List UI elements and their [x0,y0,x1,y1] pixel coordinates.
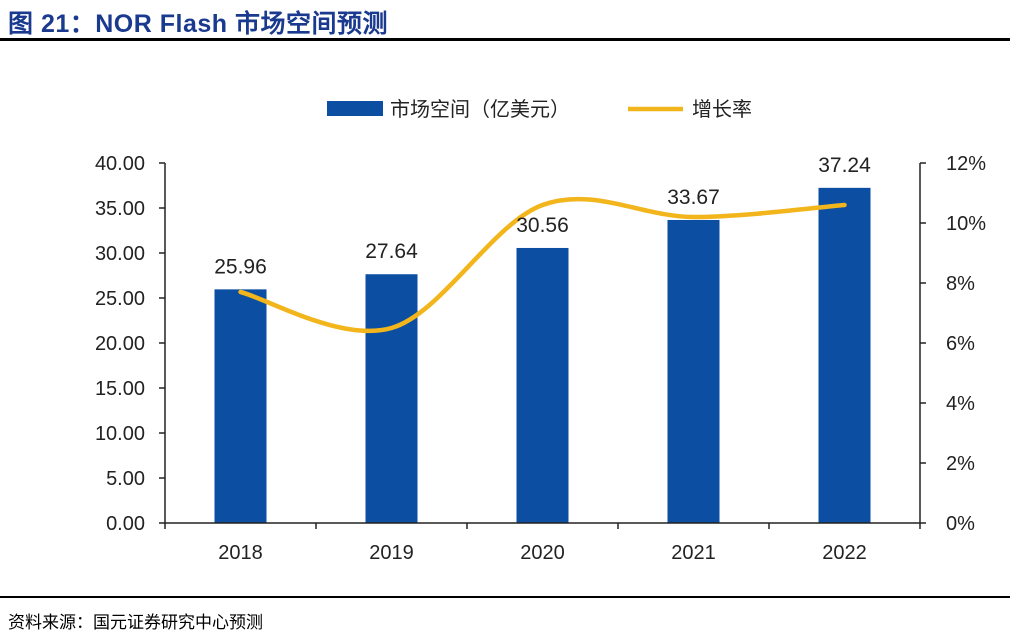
x-tick-label-2019: 2019 [369,542,414,564]
x-tick-label-2018: 2018 [218,542,263,564]
legend: 市场空间（亿美元） 增长率 [327,97,752,121]
y-left-tick-label: 0.00 [106,513,145,535]
y-left-tick-label: 20.00 [95,333,145,355]
y-left-tick-label: 10.00 [95,423,145,445]
legend-swatch-bar [327,101,383,116]
y-left-tick-label: 15.00 [95,378,145,400]
y-left-tick-label: 35.00 [95,198,145,220]
y-right-tick-label: 8% [946,273,975,295]
chart: 市场空间（亿美元） 增长率 0.00 5.00 10.00 15.00 20.00 25.0… [95,97,986,564]
source-note: 资料来源：国元证券研究中心预测 [8,613,263,633]
y-right-tick-label: 2% [946,453,975,475]
y-left-tick-label: 5.00 [106,468,145,490]
data-labels: 25.96 27.64 30.56 33.67 37.24 [214,154,871,279]
bar-2019 [365,274,418,523]
data-label-2019: 27.64 [365,240,418,263]
bar-2021 [667,219,720,523]
growth-rate-line [238,196,847,334]
data-label-2022: 37.24 [818,154,871,177]
bar-series [214,187,871,523]
y-right-tick-label: 12% [946,153,986,175]
figure-title: 图 21：NOR Flash 市场空间预测 [8,10,388,38]
y-left-tick-label: 40.00 [95,153,145,175]
data-label-2021: 33.67 [667,186,720,209]
axes: 0.00 5.00 10.00 15.00 20.00 25.00 30.00 35.00 40… [95,153,986,564]
x-tick-label-2022: 2022 [822,542,867,564]
legend-label-bar: 市场空间（亿美元） [390,97,570,121]
data-label-2020: 30.56 [516,214,569,237]
legend-label-line: 增长率 [692,97,752,121]
y-right-tick-label: 6% [946,333,975,355]
y-left-tick-label: 25.00 [95,288,145,310]
y-right-tick-label: 4% [946,393,975,415]
bar-2022 [818,187,871,523]
growth-line-series [238,196,847,334]
data-label-2018: 25.96 [214,255,267,278]
title-divider [0,38,1010,41]
source-divider [0,596,1010,598]
x-tick-label-2020: 2020 [520,542,565,564]
bar-2020 [516,247,569,523]
y-right-tick-label: 0% [946,513,975,535]
x-tick-label-2021: 2021 [671,542,716,564]
y-left-tick-label: 30.00 [95,243,145,265]
bar-2018 [214,289,267,523]
y-right-tick-label: 10% [946,213,986,235]
